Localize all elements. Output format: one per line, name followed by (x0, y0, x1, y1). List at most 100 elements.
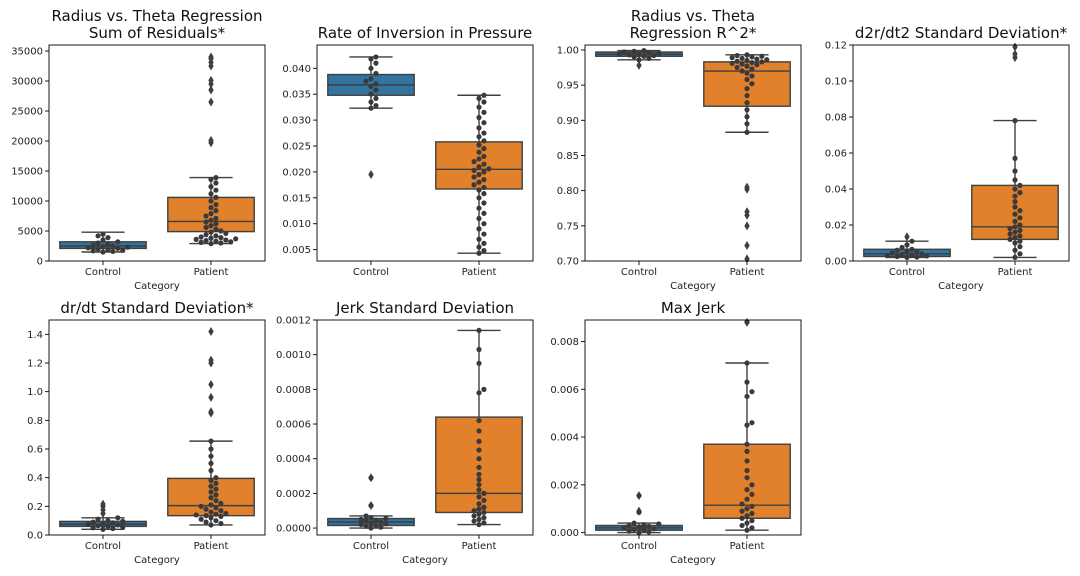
axes-frame (48, 44, 266, 262)
data-point (208, 460, 214, 466)
data-point (213, 518, 219, 524)
y-tick-label: 0.015 (282, 193, 311, 204)
x-axis-label: Category (134, 555, 180, 566)
chart-title: Max Jerk (661, 299, 726, 317)
data-point (754, 56, 760, 62)
data-point (749, 73, 755, 79)
data-point (203, 506, 209, 512)
y-tick-label: 0.006 (550, 385, 579, 396)
data-point (744, 360, 750, 366)
data-point (621, 49, 627, 55)
chart-title: Radius vs. Theta Regression (51, 7, 262, 25)
data-point (1017, 215, 1023, 221)
data-point (636, 51, 642, 57)
y-tick-label: 0.0008 (276, 385, 311, 396)
y-tick-label: 0.00 (825, 257, 847, 268)
data-point (358, 521, 364, 528)
outlier-marker (208, 407, 214, 417)
axes-frame (316, 44, 534, 262)
outlier-marker (208, 135, 214, 145)
data-point (120, 247, 126, 253)
data-point (749, 54, 755, 60)
data-point (744, 93, 750, 99)
data-point (476, 195, 482, 201)
data-point (203, 232, 209, 238)
outlier-marker (208, 85, 214, 95)
data-point (208, 522, 214, 528)
data-point (198, 516, 204, 522)
outlier-marker (744, 241, 750, 251)
y-tick-label: 1.4 (27, 330, 43, 341)
data-point (1012, 240, 1018, 246)
data-point (198, 503, 204, 509)
y-tick-label: 0.06 (825, 149, 847, 160)
data-point (749, 482, 755, 488)
x-tick-label: Patient (730, 267, 765, 278)
data-point (115, 245, 121, 251)
data-point (383, 515, 389, 522)
data-point (95, 240, 101, 246)
data-point (476, 482, 482, 488)
chart-title: Jerk Standard Deviation (335, 299, 514, 317)
data-point (203, 224, 209, 230)
data-point (1012, 155, 1018, 161)
data-point (1017, 190, 1023, 196)
data-point (631, 526, 637, 533)
data-point (1012, 211, 1018, 217)
chart-panel-6: Jerk Standard Deviation 0.0000 0.0002 0.000… (276, 299, 534, 566)
data-point (378, 524, 384, 530)
outlier-marker (636, 60, 642, 70)
data-point (1007, 231, 1013, 237)
data-point (481, 138, 487, 144)
data-point (120, 524, 126, 530)
data-point (90, 248, 96, 254)
axes-frame (316, 319, 534, 536)
data-point (373, 60, 379, 66)
data-point (476, 487, 482, 493)
data-point (1017, 238, 1023, 244)
data-point (218, 228, 224, 234)
data-point (744, 393, 750, 400)
y-tick-label: 0.70 (557, 257, 579, 268)
data-point (734, 64, 740, 71)
data-point (749, 66, 755, 72)
chart-panel-2: Rate of Inversion in Pressure 0.005 0.010 0… (282, 24, 534, 278)
data-point (373, 95, 379, 101)
data-point (481, 153, 487, 159)
data-point (1017, 233, 1023, 239)
data-point (636, 530, 642, 536)
data-point (368, 475, 374, 481)
data-point (744, 52, 750, 58)
y-tick-label: 25000 (11, 107, 43, 118)
data-point (1017, 251, 1023, 257)
data-point (621, 525, 627, 531)
data-point (636, 509, 642, 515)
data-point (105, 247, 111, 253)
data-point (729, 55, 735, 61)
data-point (213, 180, 219, 186)
data-point (373, 517, 379, 523)
data-point (100, 526, 106, 532)
data-point (749, 389, 755, 395)
data-point (213, 475, 219, 481)
chart-title: Rate of Inversion in Pressure (318, 24, 533, 42)
y-tick-label: 0.004 (550, 433, 579, 444)
data-point (476, 156, 482, 162)
data-point (739, 522, 745, 529)
data-point (749, 510, 755, 517)
outlier-marker (208, 75, 214, 85)
data-point (198, 234, 204, 240)
data-point (481, 130, 487, 136)
data-point (481, 509, 487, 516)
data-point (120, 518, 126, 524)
data-point (481, 248, 487, 254)
data-point (641, 527, 647, 533)
y-tick-label: 0.0 (27, 531, 43, 542)
x-tick-label: Patient (194, 267, 229, 278)
outlier-marker (368, 169, 374, 179)
data-point (744, 448, 750, 454)
data-point (368, 83, 374, 90)
data-point (744, 107, 750, 113)
